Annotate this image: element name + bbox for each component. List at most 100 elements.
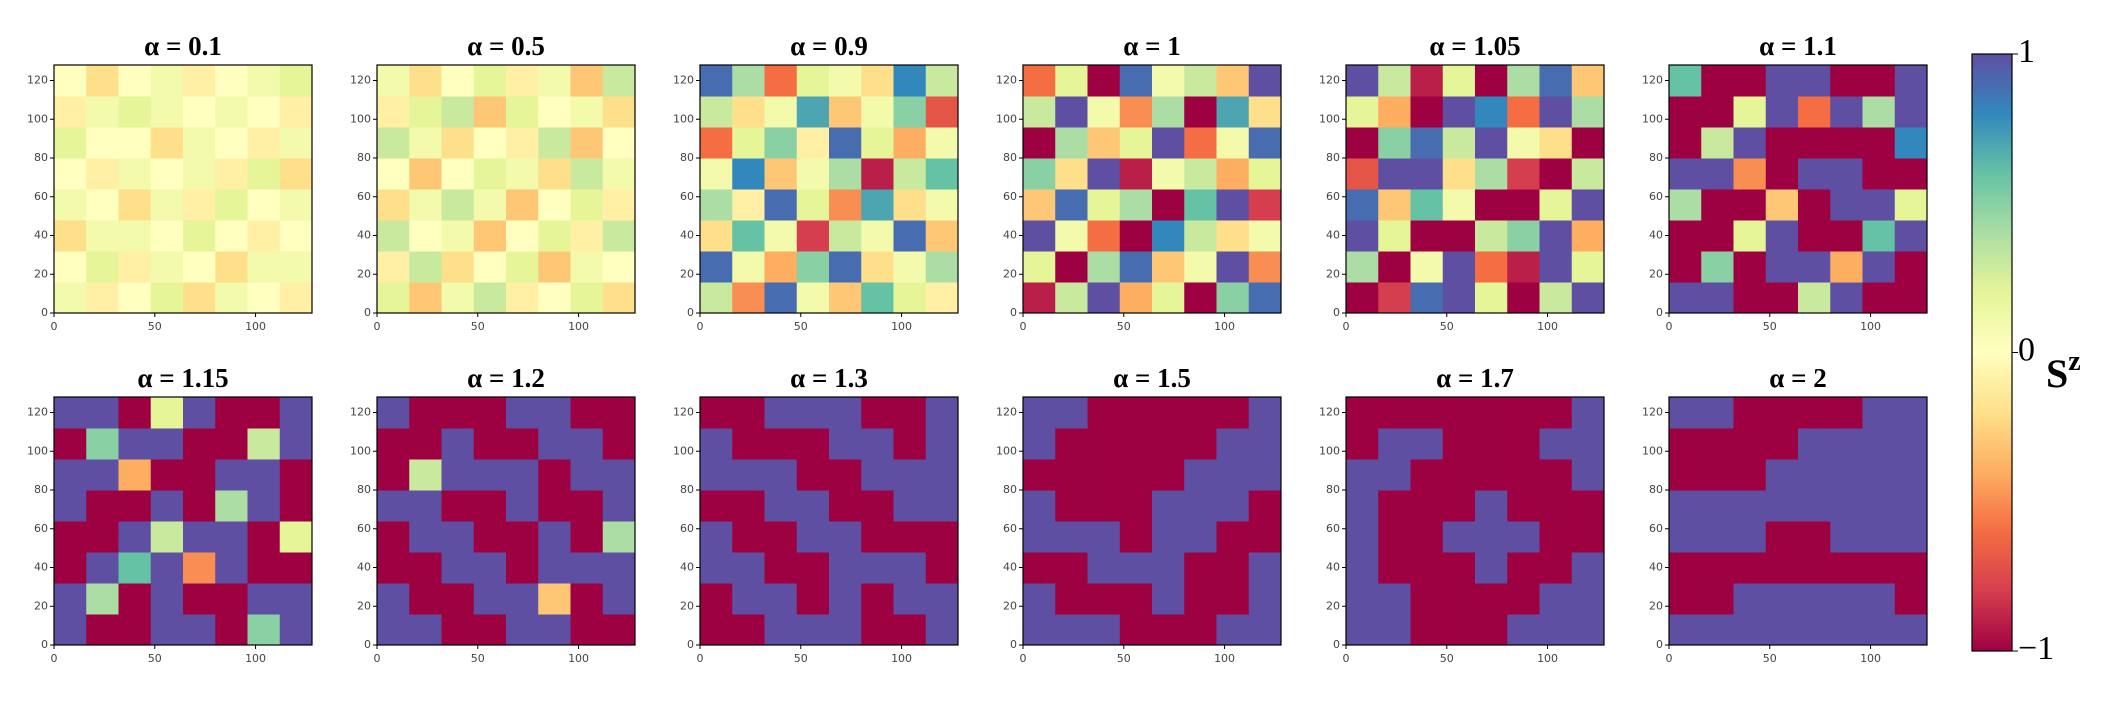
heatmap-cell (1669, 96, 1702, 128)
heatmap-cell (1378, 490, 1411, 522)
heatmap-cell (1442, 189, 1476, 221)
heatmap-cell (1119, 282, 1153, 314)
heatmap-cell (1733, 583, 1767, 615)
heatmap-cell (150, 583, 184, 615)
heatmap-cell (377, 96, 410, 128)
heatmap-cell (118, 158, 152, 190)
heatmap-cell (925, 158, 959, 190)
heatmap-cell (538, 282, 571, 314)
heatmap-cell (1442, 614, 1476, 646)
heatmap-cell (1539, 220, 1573, 252)
heatmap-cell (602, 189, 636, 221)
heatmap-cell (1894, 127, 1928, 159)
heatmap-cell (861, 614, 894, 646)
heatmap-cell (1248, 614, 1282, 646)
heatmap-cell (925, 96, 959, 128)
heatmap-cell (796, 428, 830, 460)
heatmap-cell (764, 552, 798, 584)
heatmap-cell (1378, 282, 1411, 314)
heatmap-cell (1701, 583, 1734, 615)
heatmap-cell (247, 158, 281, 190)
heatmap-cell (925, 490, 959, 522)
heatmap-cell (1055, 397, 1088, 429)
heatmap-cell (893, 220, 927, 252)
y-tick-label: 120 (1319, 406, 1340, 419)
heatmap-cell (1765, 220, 1799, 252)
heatmap-cell (506, 189, 539, 221)
heatmap-cell (1765, 490, 1799, 522)
heatmap-cell (796, 397, 830, 429)
heatmap-cell (118, 552, 152, 584)
panel-title: α = 1.7 (1436, 363, 1514, 393)
heatmap-cell (1733, 521, 1767, 553)
y-tick-label: 60 (1003, 522, 1017, 535)
heatmap-cell (54, 490, 87, 522)
heatmap-cell (1119, 397, 1153, 429)
heatmap-cell (570, 521, 604, 553)
heatmap-cell (1701, 220, 1734, 252)
heatmap-cell (1669, 65, 1702, 97)
heatmap-cell (570, 583, 604, 615)
heatmap-cell (86, 583, 119, 615)
heatmap-cell (1798, 158, 1831, 190)
heatmap-cell (118, 459, 152, 491)
heatmap-cell (1669, 127, 1702, 159)
heatmap-cell (215, 428, 248, 460)
heatmap-cell (1346, 158, 1379, 190)
heatmap-cell (1475, 189, 1508, 221)
heatmap-cell (1023, 282, 1056, 314)
x-tick-label: 0 (51, 320, 58, 333)
heatmap-cell (1507, 552, 1540, 584)
heatmap-cell (1248, 189, 1282, 221)
heatmap-cell (1765, 189, 1799, 221)
heatmap-cell (1539, 397, 1573, 429)
heatmap-cell (700, 251, 733, 283)
heatmap-cell (150, 65, 184, 97)
heatmap-cell (1798, 583, 1831, 615)
y-tick-label: 0 (41, 638, 48, 651)
y-tick-label: 80 (1326, 151, 1340, 164)
heatmap-cell (764, 583, 798, 615)
y-tick-label: 100 (673, 444, 694, 457)
heatmap-cell (86, 158, 119, 190)
heatmap-cell (1571, 251, 1605, 283)
heatmap-cell (829, 189, 862, 221)
heatmap-cell (570, 282, 604, 314)
heatmap-cell (1378, 428, 1411, 460)
heatmap-cell (1669, 490, 1702, 522)
heatmap-cell (441, 158, 475, 190)
heatmap-cell (1216, 490, 1250, 522)
panel-title: α = 1.1 (1759, 31, 1837, 61)
heatmap-cell (796, 65, 830, 97)
y-tick-label: 20 (34, 599, 48, 612)
heatmap-cell (183, 282, 216, 314)
heatmap-cell (764, 397, 798, 429)
heatmap-cell (1539, 251, 1573, 283)
colorbar-tick-label: −1 (2018, 630, 2054, 667)
heatmap-cell (1733, 552, 1767, 584)
heatmap-cell (86, 65, 119, 97)
heatmap-cell (54, 552, 87, 584)
heatmap-cell (1346, 282, 1379, 314)
heatmap-cell (700, 521, 733, 553)
heatmap-cell (1507, 127, 1540, 159)
heatmap-cell (925, 397, 959, 429)
heatmap-cell (506, 127, 539, 159)
y-tick-label: 120 (1319, 74, 1340, 87)
heatmap-cell (1378, 158, 1411, 190)
heatmap-cell (1184, 96, 1217, 128)
heatmap-cell (1701, 521, 1734, 553)
heatmap-cell (1765, 96, 1799, 128)
colorbar-label-main: S (2046, 351, 2068, 396)
heatmap-cell (1539, 65, 1573, 97)
heatmap-cell (54, 127, 87, 159)
x-tick-label: 0 (1343, 652, 1350, 665)
heatmap-cell (1216, 583, 1250, 615)
heatmap-cell (1830, 397, 1863, 429)
heatmap-cell (1830, 282, 1863, 314)
heatmap-cell (1765, 428, 1799, 460)
heatmap-cell (538, 490, 571, 522)
heatmap-cell (441, 127, 475, 159)
heatmap-cell (538, 96, 571, 128)
heatmap-cell (1798, 282, 1831, 314)
